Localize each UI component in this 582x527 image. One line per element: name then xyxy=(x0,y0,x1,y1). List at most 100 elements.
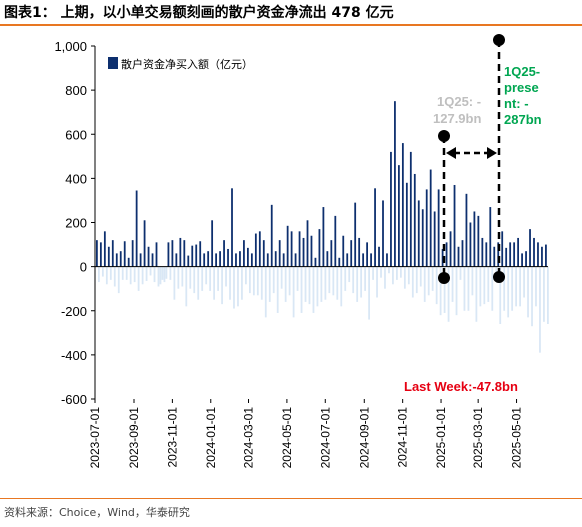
negative-bar xyxy=(217,266,219,291)
positive-bar xyxy=(413,173,416,267)
positive-bar xyxy=(167,242,170,267)
positive-bar xyxy=(509,242,512,267)
negative-bar xyxy=(129,266,132,285)
marker-dot xyxy=(438,130,450,142)
negative-bar xyxy=(248,266,251,294)
y-tick-label: 1,000 xyxy=(54,39,87,54)
positive-bar xyxy=(175,253,178,267)
positive-bar xyxy=(302,237,305,267)
x-tick-label: 2024-03-01 xyxy=(242,407,256,469)
negative-bar xyxy=(260,266,263,300)
negative-bar xyxy=(511,266,514,311)
positive-bar xyxy=(155,242,158,267)
negative-bar xyxy=(479,266,482,307)
positive-bar xyxy=(453,184,456,267)
positive-bar xyxy=(215,253,217,267)
positive-bar xyxy=(533,237,535,267)
negative-bar xyxy=(173,266,176,300)
positive-bar xyxy=(334,215,337,267)
positive-bar xyxy=(421,209,424,267)
negative-bar xyxy=(320,266,323,302)
negative-bar xyxy=(396,266,398,280)
positive-bar xyxy=(135,190,138,267)
negative-bar xyxy=(499,266,502,324)
positive-bar xyxy=(250,253,253,267)
positive-bar xyxy=(139,253,142,267)
negative-bar xyxy=(288,266,291,296)
negative-bar xyxy=(507,266,510,318)
positive-bar xyxy=(374,188,376,267)
ytd-label-line: 1Q25- xyxy=(504,64,540,79)
positive-bar xyxy=(318,229,321,267)
negative-bar xyxy=(165,266,168,279)
negative-bar xyxy=(539,266,541,353)
negative-bar xyxy=(229,266,231,300)
quarter-label: 1Q25: - 127.9bn xyxy=(433,94,481,126)
positive-bar xyxy=(401,143,404,267)
positive-bar xyxy=(207,251,210,267)
positive-bar xyxy=(477,215,480,267)
negative-bar xyxy=(463,266,466,311)
negative-bar xyxy=(483,266,486,305)
positive-bar xyxy=(119,251,122,267)
negative-bar xyxy=(399,266,402,278)
positive-bar xyxy=(99,242,102,267)
negative-bar xyxy=(336,266,339,300)
positive-bar xyxy=(489,207,492,267)
negative-bar xyxy=(407,266,410,285)
positive-bar xyxy=(131,240,134,267)
negative-bar xyxy=(121,266,124,280)
y-tick-label: 800 xyxy=(65,83,87,98)
positive-bar xyxy=(541,246,543,267)
negative-bar xyxy=(515,266,518,307)
y-tick-label: -400 xyxy=(61,348,87,363)
legend-label: 散户资金净买入额（亿元） xyxy=(121,57,253,71)
negative-bar xyxy=(145,266,148,281)
x-tick-label: 2025-03-01 xyxy=(471,407,485,469)
negative-bar xyxy=(113,266,116,287)
positive-bar xyxy=(247,247,249,267)
y-tick-label: -600 xyxy=(61,392,87,407)
positive-bar xyxy=(187,255,190,267)
negative-bar xyxy=(451,266,454,302)
y-tick-label: 200 xyxy=(65,216,87,231)
positive-bar xyxy=(223,240,225,267)
negative-bar xyxy=(233,266,235,309)
negative-bar xyxy=(101,266,104,277)
negative-bar xyxy=(332,266,335,296)
negative-bar xyxy=(455,266,458,316)
negative-bar xyxy=(252,266,255,296)
positive-bar xyxy=(350,240,353,267)
negative-bar xyxy=(304,266,307,302)
positive-bar xyxy=(231,188,233,267)
positive-bar xyxy=(243,240,245,267)
positive-bar xyxy=(354,202,357,267)
negative-bar xyxy=(209,266,212,291)
negative-bar xyxy=(415,266,418,294)
positive-bar xyxy=(290,231,293,267)
positive-bar xyxy=(262,240,265,267)
positive-bar xyxy=(493,246,496,267)
annotations: 1Q25: - 127.9bn 1Q25-prese nt: -287bn Last W… xyxy=(404,34,542,394)
negative-bar xyxy=(547,266,549,324)
negative-bar xyxy=(312,266,315,313)
negative-bar xyxy=(213,266,216,300)
negative-bar xyxy=(125,266,128,280)
negative-bar xyxy=(344,266,347,291)
negative-bar xyxy=(531,266,533,327)
chart-title: 图表1： 上期，以小单交易额刻画的散户资金净流出 478 亿元 xyxy=(4,5,394,21)
positive-bar xyxy=(179,237,182,267)
source-note: 资料来源：Choice，Wind，华泰研究 xyxy=(4,506,190,519)
negative-bar xyxy=(256,266,259,296)
positive-bar xyxy=(457,246,460,267)
positive-bar xyxy=(525,251,527,267)
x-axis-ticks: 2023-07-01 2023-09-01 2023-11-01 2024-01-01… xyxy=(88,399,524,468)
positive-bar xyxy=(338,257,341,267)
positive-bar xyxy=(266,253,269,267)
negative-bar xyxy=(133,266,136,283)
positive-bar xyxy=(342,235,345,267)
x-tick-label: 2025-05-01 xyxy=(510,407,524,469)
positive-bar xyxy=(398,165,400,267)
positive-bar xyxy=(235,253,237,267)
